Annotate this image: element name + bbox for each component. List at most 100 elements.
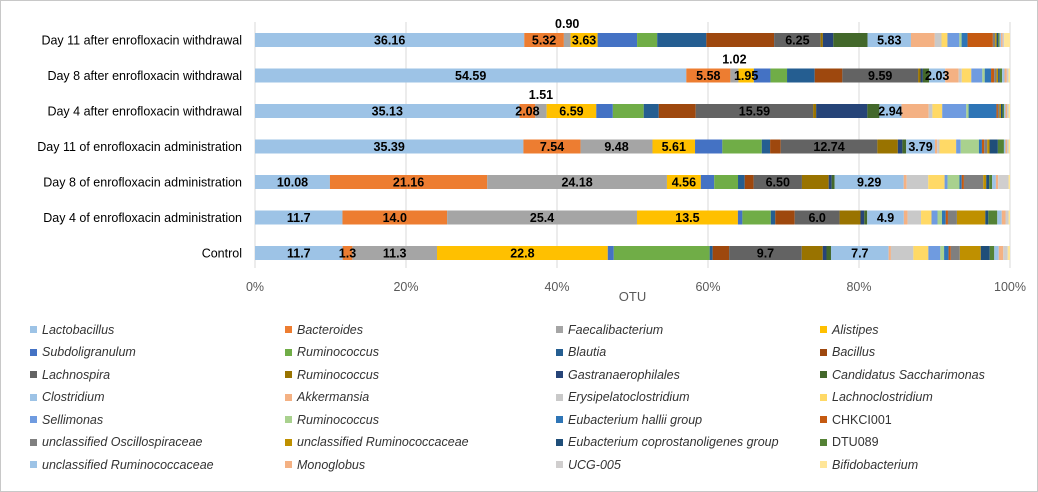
legend-entry: unclassified Ruminococcaceae	[30, 456, 214, 473]
legend-swatch	[820, 348, 827, 356]
legend-swatch	[556, 326, 563, 333]
bar-segment	[978, 139, 982, 154]
bar-segment	[1001, 33, 1003, 47]
bar-segment	[1002, 68, 1005, 83]
data-label: 10.08	[277, 176, 308, 190]
data-label: 21.16	[393, 176, 424, 190]
bar-segment	[820, 33, 823, 47]
bar-segment	[929, 68, 946, 83]
data-label: 3.79	[908, 140, 932, 154]
bar-segment	[737, 210, 743, 225]
data-label: 7.54	[540, 140, 564, 154]
bar-segment	[995, 175, 999, 189]
data-label: 6.50	[766, 176, 790, 190]
data-label: 11.3	[383, 247, 407, 261]
legend-entry: DTU089	[820, 434, 879, 451]
legend-entry: Alistipes	[820, 321, 879, 338]
bar-segment	[901, 104, 929, 118]
bar-segment	[992, 175, 996, 189]
legend-entry: Lachnospira	[30, 366, 110, 383]
bar-segment	[570, 33, 598, 47]
legend-entry: Blautia	[556, 344, 606, 361]
bar-segment	[902, 139, 907, 154]
bar-segment	[839, 210, 861, 225]
legend-entry: Ruminococcus	[285, 344, 379, 361]
legend-swatch	[30, 461, 37, 468]
bar-segment	[903, 175, 907, 189]
bar-segment	[906, 139, 935, 154]
legend-label: Erysipelatoclostridium	[568, 390, 690, 404]
bar-segment	[918, 68, 921, 83]
bar-segment	[652, 139, 696, 154]
bar-segment	[940, 246, 945, 260]
bar-segment	[658, 104, 696, 118]
bar-segment	[794, 210, 840, 225]
legend-entry: Candidatus Saccharimonas	[820, 366, 985, 383]
bar-segment	[934, 139, 938, 154]
bar-segment	[822, 246, 827, 260]
bar-segment	[939, 139, 957, 154]
data-label: 11.7	[287, 247, 311, 261]
stacked-bar-chart: 0% 20% 40% 60% 80% 100% OTU Day 11 after enrofl…	[37, 17, 1026, 304]
bar-segment	[352, 246, 438, 260]
legend-entry: Ruminococcus	[285, 366, 379, 383]
bar-segment	[686, 68, 731, 83]
bar-segment	[944, 246, 949, 260]
bar-segment	[535, 104, 547, 118]
legend-label: Monoglobus	[297, 457, 366, 472]
legend-entry: Subdoligranulum	[30, 344, 136, 361]
bar-segment	[950, 246, 960, 260]
bar-segment	[255, 210, 343, 225]
bar-segment	[960, 139, 979, 154]
bar-segment	[998, 175, 1009, 189]
bar-segment	[864, 210, 868, 225]
bar-segment	[1008, 210, 1010, 225]
legend-label: Blautia	[568, 345, 607, 359]
bar-segment	[1000, 104, 1003, 118]
data-label: 7.7	[851, 247, 868, 261]
bar-segment	[1006, 139, 1009, 154]
data-label: 35.13	[372, 105, 403, 119]
bar-segment	[877, 139, 898, 154]
bar-segment	[910, 33, 935, 47]
legend-label: Ruminococcus	[297, 345, 379, 359]
legend-entry: Lactobacillus	[30, 321, 114, 338]
bar-segment	[580, 139, 653, 154]
data-label: 4.56	[672, 176, 696, 190]
category-label: Day 8 of enrofloxacin administration	[43, 176, 242, 190]
legend-label: Clostridium	[42, 390, 105, 404]
data-label: 2.94	[878, 105, 902, 119]
legend-swatch	[556, 416, 563, 423]
data-label: 12.74	[813, 140, 844, 154]
bar-segment	[942, 104, 967, 118]
bar-segment	[921, 210, 932, 225]
bar-segment	[928, 246, 941, 260]
bar-segment	[947, 175, 960, 189]
legend-label: Ruminococcus	[297, 412, 379, 427]
category-label: Day 8 after enrofloxacin withdrawal	[47, 69, 242, 83]
bar-segment	[643, 104, 659, 118]
bar-segment	[831, 175, 835, 189]
data-label: 0.90	[555, 17, 579, 31]
x-axis-title: OTU	[619, 289, 646, 304]
data-label: 11.7	[287, 211, 311, 225]
bar-segment	[991, 68, 995, 83]
bar-segment	[945, 210, 948, 225]
bar-segment	[992, 33, 996, 47]
bar-segment	[963, 175, 984, 189]
bar-segment	[744, 175, 754, 189]
bar-segment	[813, 104, 817, 118]
bar-segment	[761, 139, 771, 154]
legend-entry: Clostridium	[30, 389, 105, 406]
bar-segment	[937, 210, 942, 225]
bar-segment	[637, 33, 658, 47]
legend-swatch	[285, 371, 292, 378]
legend-swatch	[820, 393, 827, 401]
legend-entry: CHKCI001	[820, 411, 892, 428]
bar-segment	[255, 68, 687, 83]
bar-segment	[487, 175, 667, 189]
bar-segment	[867, 104, 880, 118]
data-label: 35.39	[374, 140, 405, 154]
bar-segment	[958, 68, 962, 83]
bar-segment	[903, 210, 908, 225]
